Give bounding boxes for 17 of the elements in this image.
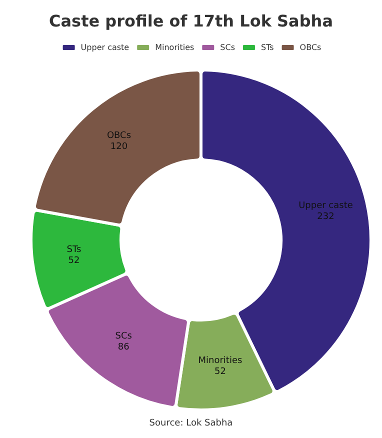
legend-label: SCs xyxy=(220,43,235,52)
data-label: 120 xyxy=(110,142,128,152)
slice-label: SCs xyxy=(115,331,132,342)
legend-label: Minorities xyxy=(155,43,194,52)
chart-title: Caste profile of 17th Lok Sabha xyxy=(49,12,333,30)
source-note: Source: Lok Sabha xyxy=(149,418,233,428)
data-label: 232 xyxy=(317,212,334,222)
data-label: 52 xyxy=(214,367,226,378)
data-label: 86 xyxy=(118,342,130,352)
slice-label: Minorities xyxy=(198,356,242,366)
slice-label: OBCs xyxy=(106,131,132,142)
legend-label: STs xyxy=(260,43,274,52)
legend-label: Upper caste xyxy=(80,43,130,52)
data-label: 52 xyxy=(68,256,80,266)
slice-label: STs xyxy=(66,245,82,256)
slice-label: Upper caste xyxy=(298,200,354,211)
legend-label: OBCs xyxy=(300,43,322,52)
